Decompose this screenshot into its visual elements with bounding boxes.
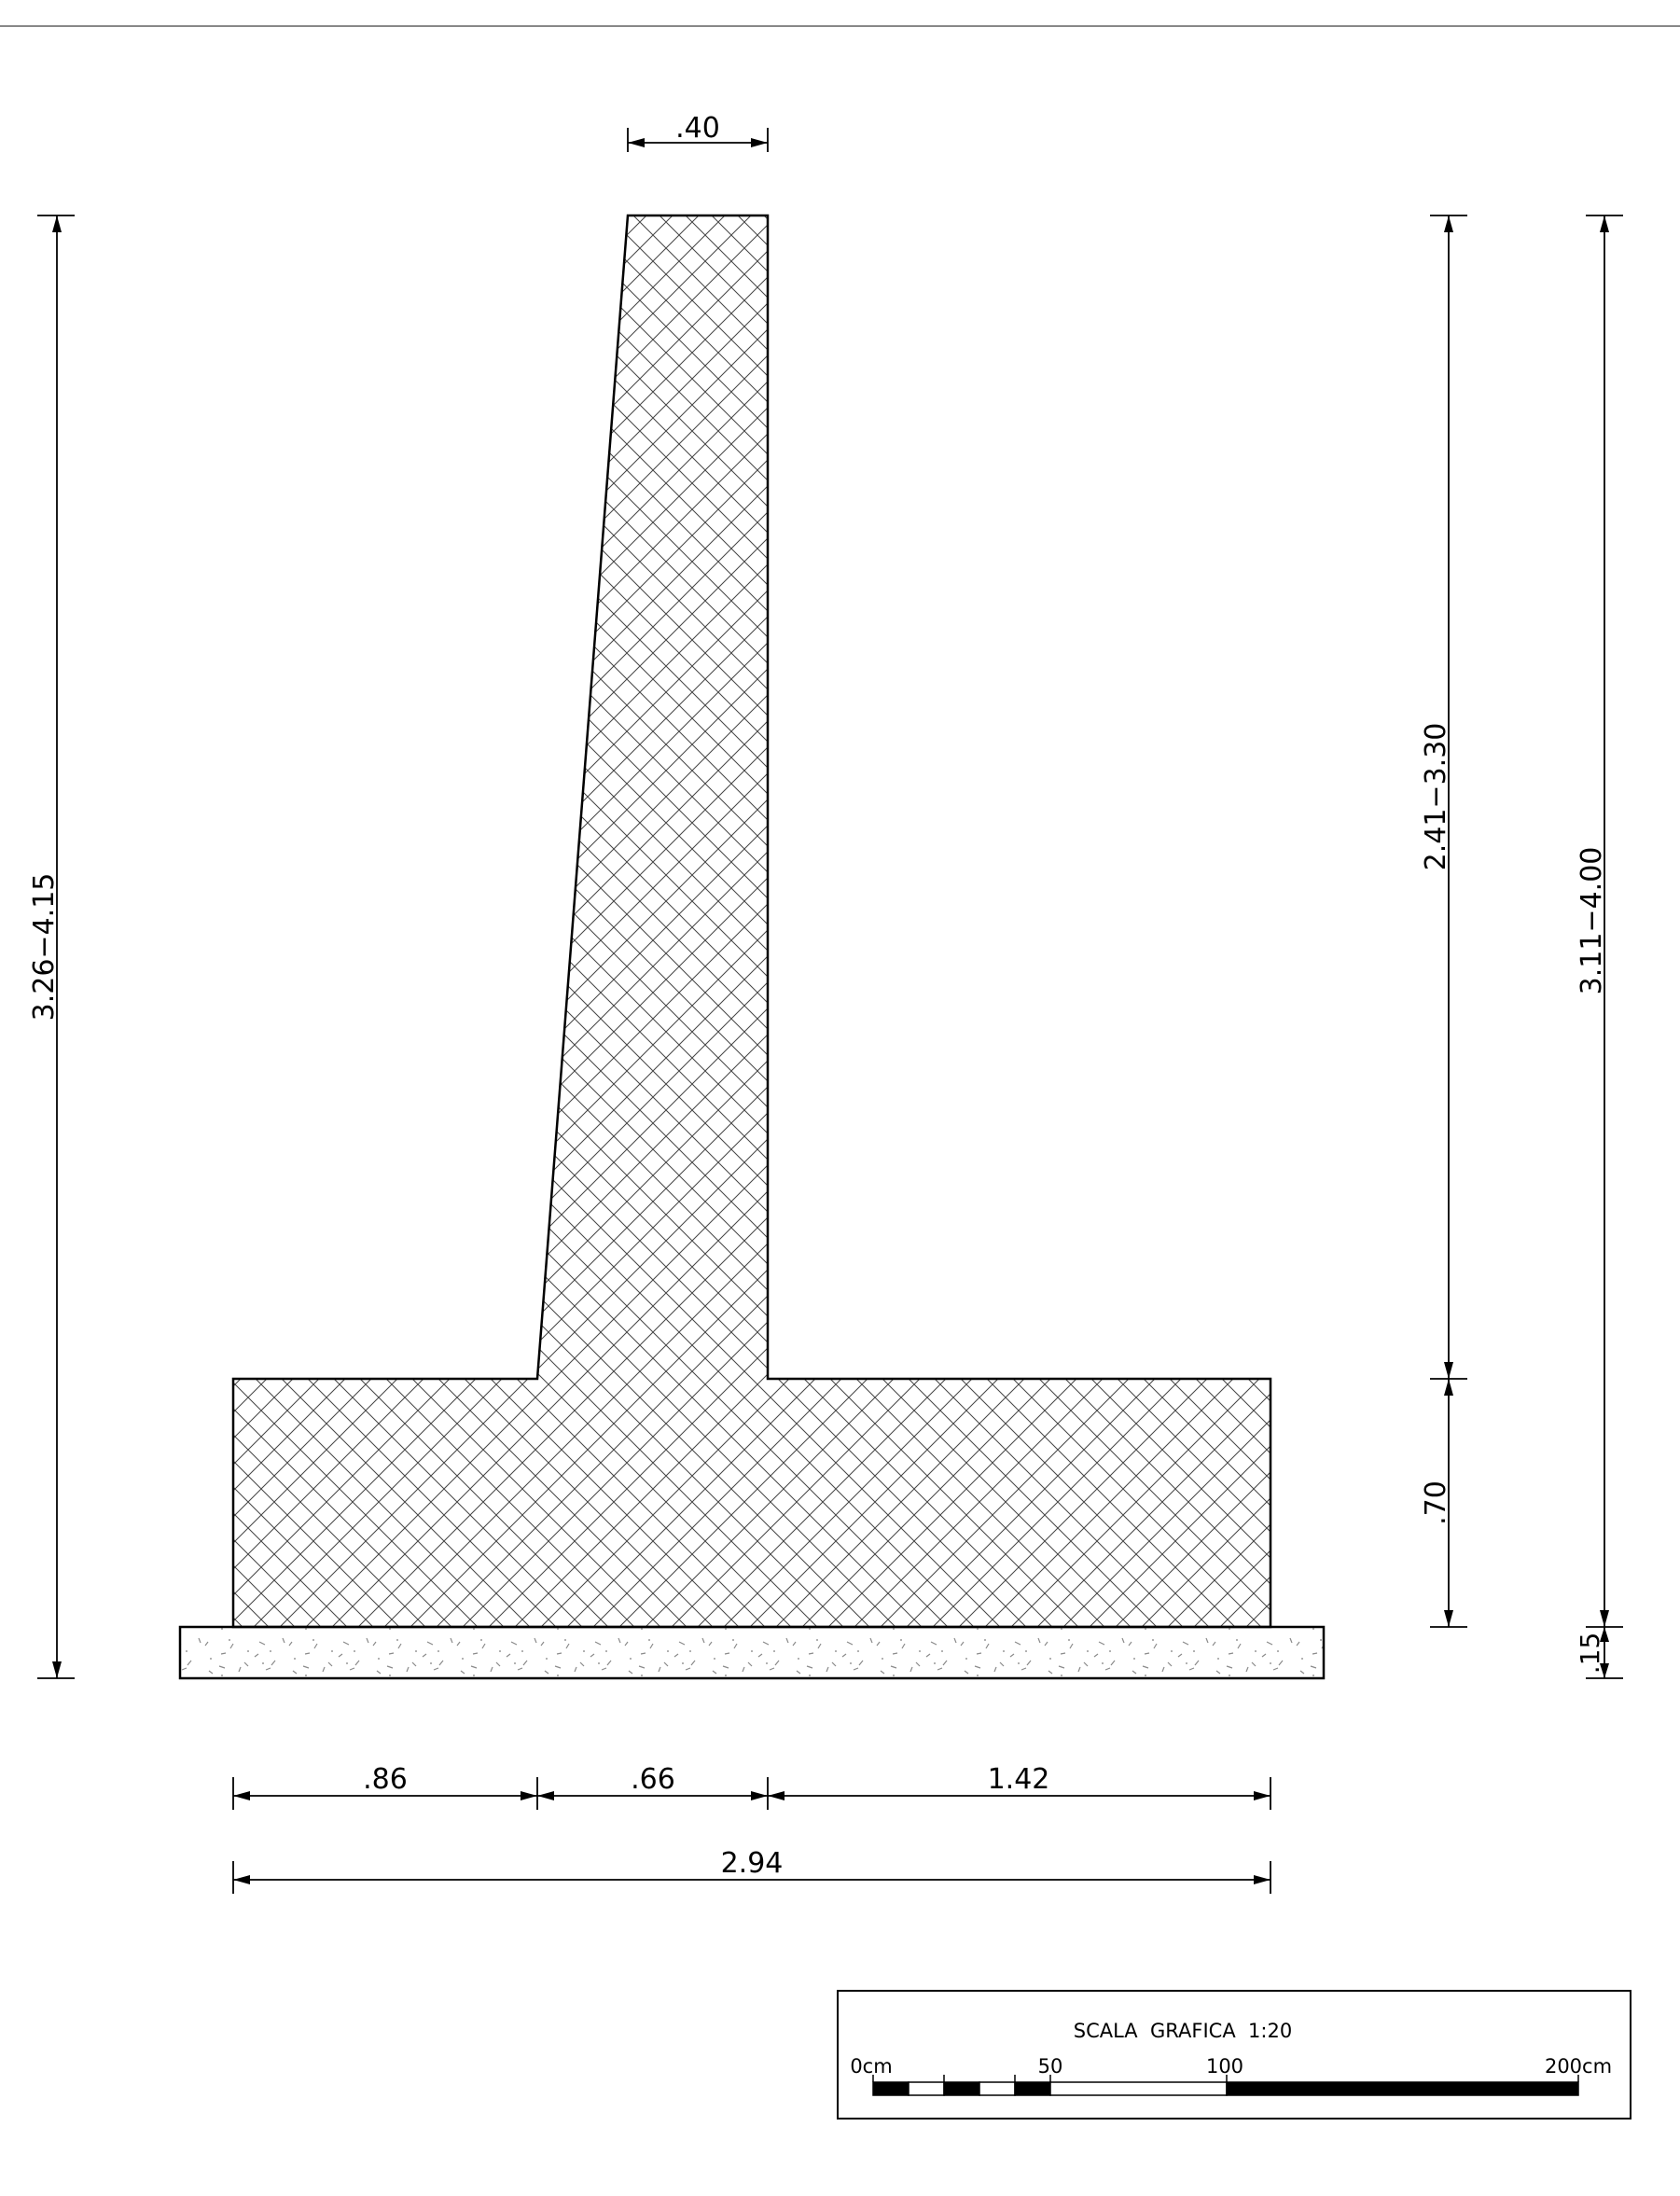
wall-section <box>231 214 1272 1629</box>
scale-bar-ruler <box>872 2075 1579 2096</box>
dim-base-total-width-label: 2.94 <box>721 1847 784 1880</box>
dim-right-stem-height-label: 2.41−3.30 <box>1420 723 1452 871</box>
scale-bar-title: SCALA GRAFICA 1:20 <box>1074 2020 1292 2042</box>
dim-bottom-total <box>232 1861 1271 1894</box>
dim-lean-concrete-height-label: .15 <box>1575 1633 1605 1675</box>
dim-top-width <box>627 128 769 152</box>
scale-bar-frame <box>837 1990 1631 2120</box>
dim-bottom-segments <box>232 1777 1271 1810</box>
scale-bar-label-100: 100 <box>1206 2055 1243 2078</box>
dim-left-height <box>37 215 75 1679</box>
scale-bar-label-200: 200cm <box>1545 2055 1612 2078</box>
dim-right-total-height-label: 3.11−4.00 <box>1576 847 1608 995</box>
dim-left-height-label: 3.26−4.15 <box>28 873 61 1022</box>
dim-heel-width-label: 1.42 <box>988 1763 1050 1796</box>
dim-footing-height-label: .70 <box>1420 1480 1452 1525</box>
scale-bar-label-0: 0cm <box>850 2055 892 2078</box>
dim-lean-concrete-height <box>1586 1627 1623 1679</box>
lean-concrete-slab <box>178 1625 1326 1680</box>
dim-stem-base-width-label: .66 <box>631 1763 675 1796</box>
dim-top-width-label: .40 <box>675 112 720 145</box>
dim-toe-width-label: .86 <box>363 1763 408 1796</box>
dim-footing-height <box>1430 1379 1467 1628</box>
scale-bar: SCALA GRAFICA 1:20 0cm 50 100 200cm <box>837 1990 1631 2120</box>
scale-bar-label-50: 50 <box>1038 2055 1063 2078</box>
